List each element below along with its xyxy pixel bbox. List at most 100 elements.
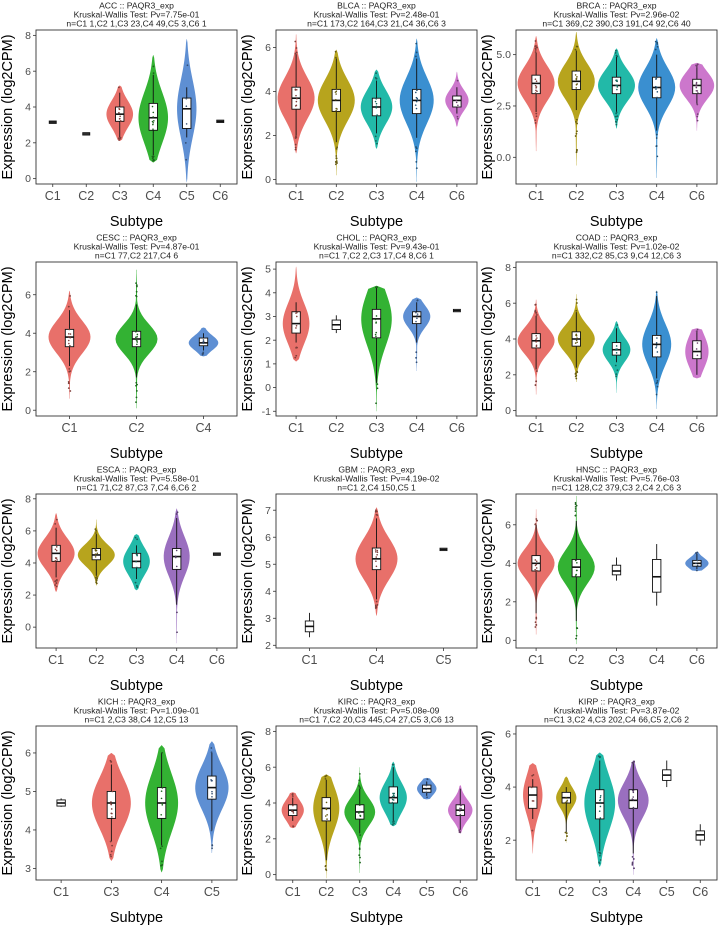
x-tick-label: C6 bbox=[452, 885, 468, 899]
data-point bbox=[695, 86, 698, 89]
data-point bbox=[534, 92, 537, 94]
data-point bbox=[391, 801, 394, 804]
data-point bbox=[460, 807, 462, 810]
chart-panel: KIRC :: PAQR3_exp Kruskal-Wallis Test: Pv… bbox=[240, 696, 479, 928]
data-point bbox=[656, 356, 659, 358]
data-point bbox=[416, 315, 418, 317]
data-point bbox=[375, 105, 378, 108]
data-point bbox=[535, 617, 538, 620]
data-point bbox=[534, 78, 537, 80]
y-tick-label: 4 bbox=[25, 825, 31, 837]
data-point bbox=[616, 118, 619, 121]
data-point bbox=[615, 349, 617, 351]
data-point bbox=[534, 559, 537, 561]
data-point bbox=[202, 352, 205, 355]
data-point bbox=[153, 119, 155, 122]
data-point bbox=[535, 312, 538, 314]
data-point bbox=[335, 147, 338, 150]
x-tick-label: C3 bbox=[592, 885, 608, 899]
data-point bbox=[109, 802, 112, 805]
data-point bbox=[376, 553, 378, 556]
data-point bbox=[291, 810, 293, 812]
data-point bbox=[210, 751, 213, 754]
data-point bbox=[632, 796, 634, 798]
data-point bbox=[415, 96, 418, 99]
data-point bbox=[161, 751, 163, 754]
chart-panel: KICH :: PAQR3_exp Kruskal-Wallis Test: Pv… bbox=[0, 696, 239, 928]
y-tick-label: 6 bbox=[505, 729, 511, 741]
data-point bbox=[535, 344, 538, 347]
data-point bbox=[575, 83, 578, 86]
box-C1 bbox=[531, 74, 541, 95]
x-tick-label: C3 bbox=[369, 421, 385, 435]
box-C1 bbox=[291, 311, 301, 334]
data-point bbox=[325, 869, 328, 872]
data-point bbox=[416, 99, 419, 101]
chart-title: CHOL :: PAQR3_exp bbox=[336, 233, 416, 243]
data-point bbox=[576, 122, 578, 125]
data-point bbox=[376, 514, 379, 517]
data-point bbox=[696, 113, 699, 116]
chart-subtitle: Kruskal-Wallis Test: Pv=5.76e-03 bbox=[554, 474, 680, 484]
data-point bbox=[358, 773, 361, 775]
data-point bbox=[415, 55, 417, 58]
data-point bbox=[136, 553, 138, 556]
data-point bbox=[119, 115, 121, 118]
data-point bbox=[535, 314, 538, 316]
data-point bbox=[374, 549, 377, 551]
data-point bbox=[335, 155, 338, 157]
data-point bbox=[566, 800, 568, 803]
data-point bbox=[160, 797, 163, 800]
data-point bbox=[416, 317, 418, 320]
data-point bbox=[55, 557, 57, 560]
data-point bbox=[576, 341, 578, 344]
data-point bbox=[152, 123, 154, 126]
data-point bbox=[655, 342, 658, 344]
data-point bbox=[536, 347, 538, 349]
data-point bbox=[574, 373, 577, 375]
y-axis-title: Expression (log2CPM) bbox=[0, 34, 16, 179]
chart-title: KICH :: PAQR3_exp bbox=[98, 697, 175, 707]
data-point bbox=[696, 564, 699, 567]
data-point bbox=[136, 333, 139, 336]
data-point bbox=[136, 538, 139, 541]
x-axis-title: Subtype bbox=[590, 446, 643, 462]
data-point bbox=[415, 361, 418, 364]
data-point bbox=[455, 101, 458, 104]
y-tick-label: 2 bbox=[265, 640, 271, 652]
data-point bbox=[632, 791, 635, 794]
data-point bbox=[358, 785, 361, 788]
data-point bbox=[135, 294, 137, 297]
data-point bbox=[414, 91, 417, 94]
data-point bbox=[95, 582, 98, 585]
data-point bbox=[656, 337, 658, 339]
data-point bbox=[202, 351, 205, 354]
data-point bbox=[534, 523, 537, 526]
data-point bbox=[393, 792, 395, 795]
data-point bbox=[414, 104, 417, 106]
x-tick-label: C5 bbox=[204, 885, 220, 899]
data-point bbox=[117, 86, 120, 89]
data-point bbox=[375, 286, 377, 289]
data-point bbox=[535, 338, 537, 341]
data-point bbox=[458, 831, 461, 834]
data-point bbox=[631, 761, 634, 764]
data-point bbox=[376, 142, 378, 145]
data-point bbox=[534, 384, 537, 386]
data-point bbox=[535, 567, 538, 569]
data-point bbox=[110, 812, 113, 815]
data-point bbox=[211, 792, 213, 795]
y-tick-label: 4 bbox=[265, 287, 271, 299]
data-point bbox=[392, 821, 394, 823]
data-point bbox=[153, 159, 156, 162]
y-tick-label: 4 bbox=[505, 334, 511, 346]
data-point bbox=[614, 52, 617, 54]
data-point bbox=[697, 92, 699, 94]
data-point bbox=[68, 368, 71, 370]
x-tick-label: C2 bbox=[568, 189, 584, 203]
data-point bbox=[565, 797, 567, 799]
data-point bbox=[695, 348, 698, 350]
data-point bbox=[416, 299, 419, 302]
data-point bbox=[55, 546, 58, 548]
